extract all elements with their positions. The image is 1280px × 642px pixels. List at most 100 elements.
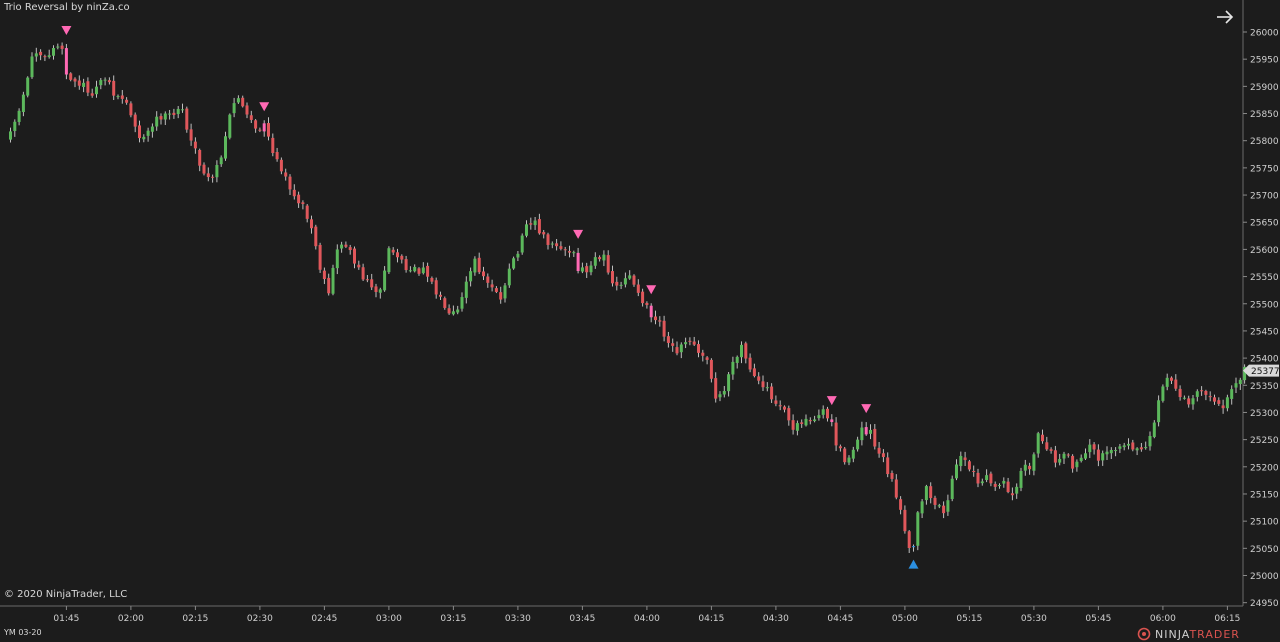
candle-body — [305, 205, 309, 219]
candle-body — [714, 378, 718, 399]
candle-body — [1127, 443, 1130, 446]
candle-body — [628, 275, 632, 279]
y-tick-label: 25850 — [1250, 110, 1279, 120]
candle-body — [314, 226, 318, 247]
candle-body — [1230, 389, 1234, 399]
logo-text-ninja: NINJA — [1155, 627, 1190, 641]
candle-body — [757, 376, 761, 381]
candle-body — [172, 112, 176, 116]
candle-body — [1182, 397, 1186, 399]
candle-body — [387, 248, 391, 273]
chart-title: Trio Reversal by ninZa.co — [4, 2, 130, 13]
candle-body — [834, 422, 838, 446]
candle-body — [365, 279, 369, 281]
candle-body — [159, 116, 163, 120]
candle-body — [189, 129, 193, 141]
y-tick-label: 25450 — [1250, 327, 1279, 337]
candle-body — [873, 428, 877, 447]
y-tick-label: 26000 — [1250, 29, 1279, 39]
sell-signal-marker — [61, 25, 72, 35]
candle-body — [30, 56, 34, 78]
candle-body — [1208, 396, 1212, 398]
candle-body — [623, 278, 627, 285]
candle-body — [1049, 449, 1053, 451]
candle-body — [1217, 400, 1221, 404]
candle-body — [520, 235, 524, 253]
candle-body — [993, 483, 997, 487]
y-tick-label: 25050 — [1250, 545, 1279, 555]
candle-body — [357, 264, 361, 268]
candle-body — [748, 357, 752, 370]
candle-body — [1058, 459, 1062, 463]
candle-body — [572, 252, 576, 254]
candle-body — [245, 105, 249, 115]
candle-body — [383, 270, 387, 291]
candle-body — [310, 219, 313, 229]
candle-body — [838, 446, 842, 449]
instrument-label: YM 03-20 — [4, 628, 42, 637]
candle-body — [447, 308, 451, 314]
candle-body — [1234, 383, 1238, 388]
candle-body — [47, 55, 51, 58]
candle-body — [284, 172, 288, 177]
candle-body — [654, 316, 657, 321]
candle-body — [821, 409, 825, 415]
candle-body — [645, 302, 649, 306]
candle-body — [641, 291, 645, 304]
sell-signal-marker — [573, 229, 584, 239]
candle-body — [735, 356, 739, 363]
candle-body — [249, 115, 253, 120]
candle-body — [675, 347, 679, 354]
candle-body — [1084, 453, 1087, 459]
candle-body — [77, 80, 81, 86]
candle-body — [924, 486, 928, 501]
candle-body — [469, 271, 473, 282]
candle-body — [1131, 442, 1135, 450]
candle-body — [1174, 379, 1178, 389]
candle-body — [1075, 461, 1079, 468]
candle-body — [292, 189, 296, 197]
candle-body — [232, 103, 236, 114]
candle-body — [666, 336, 670, 343]
arrow-right-icon[interactable] — [1212, 6, 1238, 28]
candle-body — [241, 97, 245, 107]
candle-body — [791, 420, 795, 430]
candle-body — [800, 422, 804, 424]
y-tick-label: 25350 — [1250, 382, 1279, 392]
candle-body — [181, 109, 184, 111]
candle-body — [787, 408, 791, 421]
candle-body — [507, 268, 511, 286]
candle-body — [894, 479, 898, 498]
candle-body — [929, 486, 933, 499]
candles — [9, 42, 1247, 553]
candle-body — [963, 457, 967, 461]
candle-body — [606, 255, 610, 273]
candle-body — [185, 108, 189, 130]
candle-body — [228, 114, 232, 138]
candle-body — [103, 79, 107, 81]
candle-body — [593, 257, 597, 266]
candle-body — [860, 427, 864, 441]
x-tick-label: 03:15 — [440, 614, 466, 624]
candle-body — [826, 408, 829, 419]
candle-body — [1243, 366, 1247, 381]
candle-body — [400, 255, 404, 260]
candle-body — [1200, 390, 1204, 392]
x-tick-label: 04:00 — [634, 614, 660, 624]
y-tick-label: 25100 — [1250, 518, 1279, 528]
candle-body — [1157, 400, 1161, 423]
candle-body — [899, 499, 903, 510]
candle-body — [60, 45, 64, 49]
candle-body — [1195, 391, 1199, 397]
candle-body — [950, 478, 954, 500]
candle-body — [537, 219, 541, 234]
candle-body — [396, 252, 399, 258]
candle-body — [1165, 377, 1169, 387]
candle-body — [361, 267, 365, 280]
candle-body — [701, 352, 705, 356]
candle-body — [34, 53, 38, 57]
candle-body — [267, 123, 270, 137]
candle-body — [1135, 448, 1139, 451]
candle-body — [830, 419, 834, 423]
